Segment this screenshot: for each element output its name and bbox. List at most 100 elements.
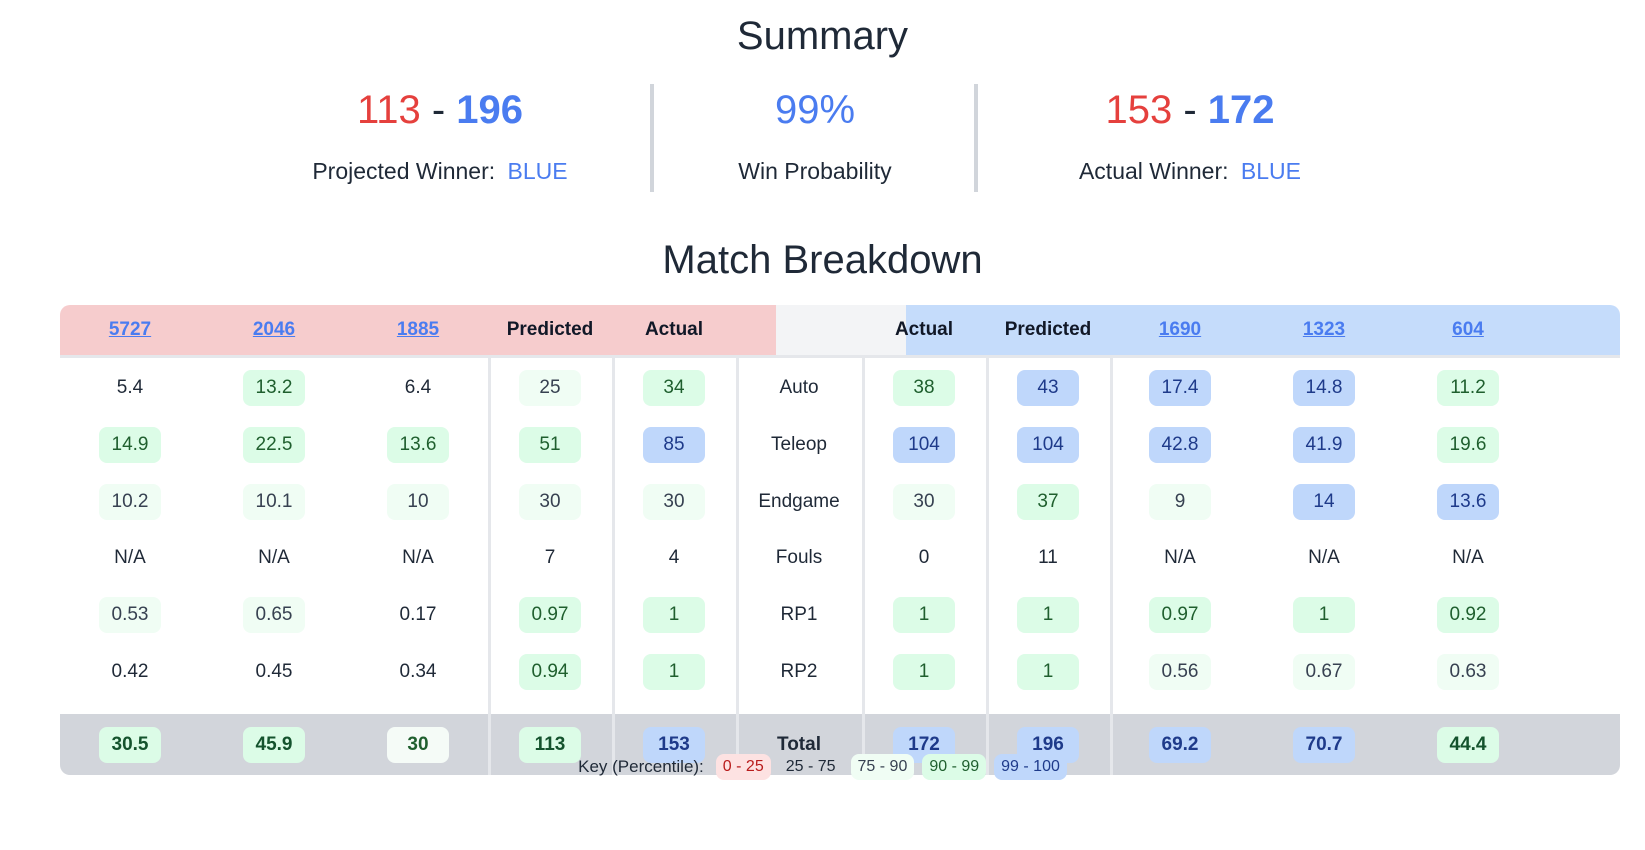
auto-cell: 11.2 [1398,360,1538,417]
rp1-cell: 1 [862,587,986,644]
row-label-teleop: Teleop [736,417,862,474]
row-label-fouls: Fouls [736,530,862,587]
value-pill: 0.97 [1149,597,1211,634]
total-cell: 44.4 [1398,714,1538,775]
auto-cell: 5.4 [60,360,200,417]
value-pill: N/A [1164,547,1196,569]
value-pill: 0.67 [1293,653,1355,690]
key-chip-25-75: 25 - 75 [785,758,836,775]
fouls-cell: N/A [200,530,348,587]
value-pill: 70.7 [1293,726,1355,763]
value-pill: 34 [643,370,705,407]
value-pill: N/A [114,547,146,569]
value-pill: 10.1 [243,483,305,520]
projected-winner: Projected Winner: BLUE [290,158,590,185]
projected-winner-value: BLUE [507,158,568,184]
endgame-cell: 30 [862,473,986,530]
value-pill: 6.4 [404,377,432,399]
rp2-cell: 0.94 [488,644,612,701]
actual-winner-label: Actual Winner: [1078,158,1229,184]
value-pill: 85 [643,427,705,464]
projected-score: 113 - 196 [290,86,590,134]
teleop-cell: 41.9 [1250,417,1398,474]
endgame-cell: 9 [1110,473,1250,530]
blue-team-1323-link[interactable]: 1323 [1302,319,1346,340]
summary-row: 113 - 196 Projected Winner: BLUE 99% Win… [0,80,1645,192]
rp2-cell: 1 [862,644,986,701]
breakdown-table: 5727 2046 1885 Predicted Actual Actual Predict… [60,305,1620,775]
value-pill: 43 [1017,370,1079,407]
header-cell-actual: Actual [644,319,704,340]
rp2-cell: 0.63 [1398,644,1538,701]
value-pill: 1 [1017,653,1079,690]
blue-team-604-link[interactable]: 604 [1452,319,1484,340]
column-divider [1110,355,1113,775]
total-cell: 113 [488,714,612,775]
row-label-total: Total [736,714,862,775]
row-label-text: RP1 [780,604,818,626]
score-dash: - [431,88,446,132]
key-chip-99-100: 99 - 100 [994,754,1067,780]
teleop-cell: 85 [612,417,736,474]
value-pill: 13.6 [1437,483,1499,520]
value-pill: N/A [258,547,290,569]
fouls-cell: N/A [60,530,200,587]
teleop-cell: 104 [986,417,1110,474]
value-pill: 22.5 [243,427,305,464]
rp1-cell: 0.97 [488,587,612,644]
auto-cell: 6.4 [348,360,488,417]
value-pill: 30 [643,483,705,520]
rp1-cell: 0.97 [1110,587,1250,644]
auto-cell: 14.8 [1250,360,1398,417]
value-pill: 9 [1149,483,1211,520]
value-pill: 30 [387,726,449,763]
value-pill: 44.4 [1437,726,1499,763]
header-cell-red-team-1885: 1885 [348,305,488,355]
value-pill: 69.2 [1149,726,1211,763]
value-pill: 104 [1017,427,1079,464]
total-cell: 30.5 [60,714,200,775]
value-pill: 51 [519,427,581,464]
header-cell-empty [736,305,862,355]
blue-team-1690-link[interactable]: 1690 [1158,319,1202,340]
red-team-1885-link[interactable]: 1885 [396,319,440,340]
red-team-2046-link[interactable]: 2046 [252,319,296,340]
rp2-cell: 1 [612,644,736,701]
teleop-cell: 14.9 [60,417,200,474]
fouls-cell: 11 [986,530,1110,587]
column-divider [612,355,615,775]
value-pill: 13.2 [243,370,305,407]
value-pill: 0.53 [99,597,161,634]
row-label-text: Teleop [771,434,827,456]
actual-blue-score: 172 [1207,88,1275,132]
header-cell-predicted: Predicted [1004,319,1092,340]
row-label-text: Auto [779,377,819,399]
endgame-cell: 10 [348,473,488,530]
projected-red-score: 113 [356,88,421,132]
row-label-text: Fouls [775,547,823,569]
value-pill: 45.9 [243,726,305,763]
rp1-cell: 1 [612,587,736,644]
rp2-cell: 0.56 [1110,644,1250,701]
row-label-endgame: Endgame [736,473,862,530]
value-pill: 17.4 [1149,370,1211,407]
fouls-cell: N/A [1110,530,1250,587]
teleop-cell: 22.5 [200,417,348,474]
value-pill: 10 [387,483,449,520]
rp1-cell: 1 [1250,587,1398,644]
teleop-cell: 104 [862,417,986,474]
value-pill: N/A [1452,547,1484,569]
column-divider [488,355,491,775]
value-pill: 0.97 [519,597,581,634]
actual-summary: 153 - 172 Actual Winner: BLUE [1030,80,1350,192]
percentile-key: Key (Percentile): 0 - 25 25 - 75 75 - 90… [0,754,1645,780]
header-cell-blue-team-1690: 1690 [1110,305,1250,355]
rp2-cell: 0.42 [60,644,200,701]
key-chip-90-99: 90 - 99 [922,754,987,780]
rp1-cell: 0.65 [200,587,348,644]
endgame-cell: 10.2 [60,473,200,530]
breakdown-title: Match Breakdown [662,238,983,282]
red-team-5727-link[interactable]: 5727 [108,319,152,340]
row-label-text: RP2 [780,660,818,682]
value-pill: 1 [1293,597,1355,634]
